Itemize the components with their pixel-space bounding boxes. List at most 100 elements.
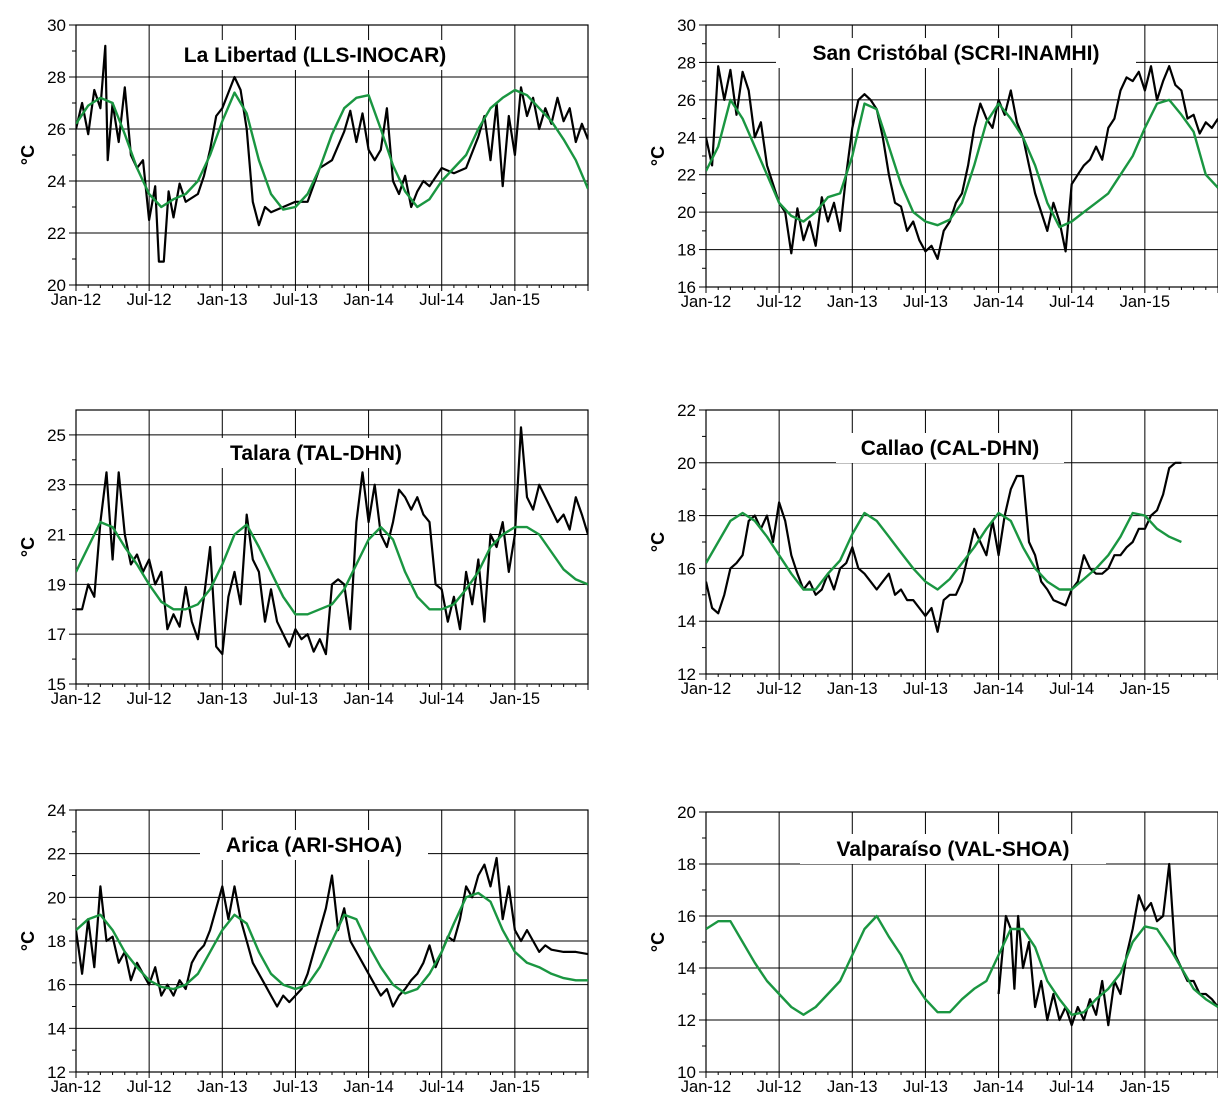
x-tick-label: Jan-14 <box>973 1078 1023 1096</box>
y-tick-label: 18 <box>677 241 696 260</box>
y-tick-label: 16 <box>677 559 696 578</box>
series-observed-line <box>706 65 1218 260</box>
title-background <box>776 38 1136 68</box>
x-tick-label: Jan-15 <box>1120 293 1170 311</box>
series-observed-line <box>997 862 1218 1027</box>
y-tick-label: 22 <box>677 166 696 185</box>
series-climatology-line <box>706 98 1218 229</box>
x-tick-label: Jan-12 <box>681 1078 731 1096</box>
y-tick-label: 14 <box>47 1019 66 1038</box>
y-tick-label: 30 <box>47 16 66 35</box>
y-axis-label: °C <box>648 146 668 166</box>
y-axis-label: °C <box>18 931 38 951</box>
chart-panel: 12 14 16 18 20 22 24 Jan-12 Jul-12 Jan-13 Jul-13 Ja… <box>18 801 589 1096</box>
y-tick-label: 24 <box>677 128 696 147</box>
title-background <box>800 834 1106 864</box>
x-tick-label: Jul-12 <box>757 293 802 311</box>
title-background <box>205 438 427 468</box>
series-climatology-line <box>706 511 1182 591</box>
series-climatology-line <box>706 914 1218 1016</box>
series-group <box>76 44 588 263</box>
y-tick-label: 17 <box>47 625 66 644</box>
x-tick-label: Jan-14 <box>343 690 393 708</box>
x-tick-label: Jul-13 <box>273 291 318 309</box>
x-tick-label: Jan-15 <box>1120 1078 1170 1096</box>
y-tick-label: 20 <box>677 454 696 473</box>
x-tick-label: Jan-14 <box>973 293 1023 311</box>
x-tick-label: Jan-12 <box>51 690 101 708</box>
x-tick-label: Jul-13 <box>903 680 948 698</box>
series-group <box>706 65 1218 260</box>
chart-title: La Libertad (LLS-INOCAR) <box>184 44 447 67</box>
x-tick-label: Jul-13 <box>273 690 318 708</box>
x-tick-label: Jul-13 <box>273 1078 318 1096</box>
x-tick-label: Jul-13 <box>903 293 948 311</box>
y-tick-label: 26 <box>47 120 66 139</box>
series-observed-line <box>76 426 588 656</box>
y-tick-label: 16 <box>677 907 696 926</box>
y-tick-label: 18 <box>677 507 696 526</box>
y-tick-label: 20 <box>677 203 696 222</box>
y-tick-label: 24 <box>47 801 66 820</box>
chart-title: Callao (CAL-DHN) <box>861 437 1040 460</box>
chart-title: San Cristóbal (SCRI-INAMHI) <box>812 42 1099 65</box>
chart-panel: 15 17 19 21 23 25 Jan-12 Jul-12 Jan-13 Jul-13 Jan-… <box>18 409 589 708</box>
x-tick-label: Jul-12 <box>127 690 172 708</box>
series-climatology-line <box>76 88 588 211</box>
x-tick-label: Jul-12 <box>757 1078 802 1096</box>
y-tick-label: 22 <box>677 401 696 420</box>
x-tick-label: Jul-14 <box>1049 293 1094 311</box>
y-tick-label: 19 <box>47 575 66 594</box>
x-tick-label: Jan-15 <box>490 291 540 309</box>
y-axis-label: °C <box>18 537 38 557</box>
x-tick-label: Jan-12 <box>51 1078 101 1096</box>
y-tick-label: 10 <box>677 1063 696 1082</box>
y-tick-label: 12 <box>677 1011 696 1030</box>
series-observed-line <box>706 461 1182 633</box>
x-tick-label: Jan-15 <box>490 1078 540 1096</box>
x-tick-label: Jul-14 <box>419 690 464 708</box>
x-tick-label: Jan-13 <box>197 291 247 309</box>
y-tick-label: 25 <box>47 426 66 445</box>
y-tick-label: 20 <box>47 888 66 907</box>
y-tick-label: 28 <box>677 53 696 72</box>
series-observed-line <box>76 44 588 263</box>
x-tick-label: Jul-14 <box>419 1078 464 1096</box>
x-tick-label: Jan-13 <box>827 680 877 698</box>
series-group <box>76 856 588 1008</box>
series-observed-line <box>76 856 588 1008</box>
y-tick-label: 22 <box>47 224 66 243</box>
x-tick-label: Jan-13 <box>197 1078 247 1096</box>
chart-panel: 16 18 20 22 24 26 28 30 Jan-12 Jul-12 Jan-13 Jul-13… <box>648 16 1218 311</box>
y-tick-label: 30 <box>677 16 696 35</box>
y-tick-label: 12 <box>677 665 696 684</box>
chart-title: Valparaíso (VAL-SHOA) <box>837 838 1070 861</box>
title-background <box>200 830 428 860</box>
chart-title: Arica (ARI-SHOA) <box>226 834 402 857</box>
y-tick-label: 20 <box>47 276 66 295</box>
x-tick-label: Jan-15 <box>1120 680 1170 698</box>
series-climatology-line <box>76 520 588 616</box>
x-tick-label: Jan-12 <box>681 293 731 311</box>
chart-panel: 10 12 14 16 18 20 Jan-12 Jul-12 Jan-13 Jul-13 Jan-… <box>648 803 1218 1096</box>
x-tick-label: Jul-12 <box>127 1078 172 1096</box>
series-group <box>76 426 588 656</box>
y-tick-label: 15 <box>47 675 66 694</box>
x-tick-label: Jul-12 <box>757 680 802 698</box>
y-tick-label: 22 <box>47 845 66 864</box>
y-tick-label: 12 <box>47 1063 66 1082</box>
y-tick-label: 16 <box>47 976 66 995</box>
title-background <box>836 433 1064 463</box>
x-tick-label: Jan-14 <box>343 1078 393 1096</box>
y-tick-label: 18 <box>677 855 696 874</box>
series-climatology-line <box>76 891 588 995</box>
chart-panel: 12 14 16 18 20 22 Jan-12 Jul-12 Jan-13 Jul-13 Jan-… <box>648 401 1218 698</box>
y-axis-label: °C <box>18 145 38 165</box>
x-tick-label: Jul-14 <box>419 291 464 309</box>
x-tick-label: Jan-14 <box>343 291 393 309</box>
y-tick-label: 20 <box>677 803 696 822</box>
title-background <box>150 40 480 70</box>
x-tick-label: Jan-15 <box>490 690 540 708</box>
y-tick-label: 26 <box>677 91 696 110</box>
y-tick-label: 16 <box>677 278 696 297</box>
